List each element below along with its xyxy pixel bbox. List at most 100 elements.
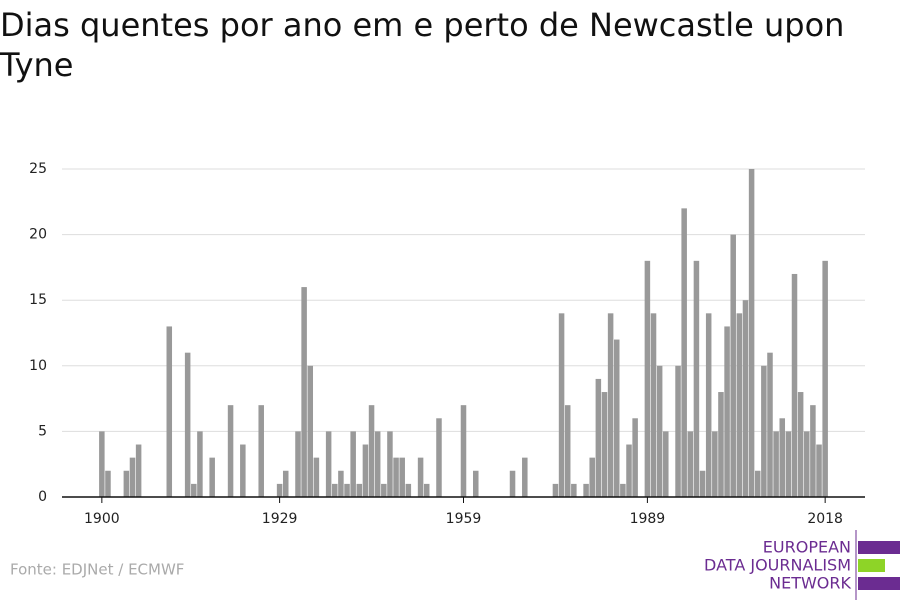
bar: [338, 470, 344, 497]
x-tick-label: 1989: [630, 511, 666, 527]
logo-bar: [858, 559, 885, 572]
bar: [105, 470, 111, 497]
bar: [620, 483, 626, 497]
bar: [307, 365, 314, 497]
bar: [644, 260, 651, 497]
bar: [632, 418, 638, 497]
bar: [681, 208, 687, 498]
bar: [522, 457, 528, 497]
y-tick-label: 5: [38, 423, 47, 439]
bar: [374, 431, 381, 497]
bar: [712, 431, 718, 497]
bar: [436, 418, 442, 497]
bar: [650, 313, 657, 497]
bar: [571, 483, 577, 497]
bar: [240, 444, 246, 497]
bar: [767, 352, 773, 497]
bar: [197, 431, 203, 497]
x-tick-label: 1959: [446, 511, 482, 527]
bar: [601, 392, 608, 497]
y-tick-label: 0: [38, 489, 47, 505]
bar: [699, 470, 706, 497]
bar: [656, 365, 663, 497]
bar: [804, 431, 810, 497]
bar: [282, 470, 289, 497]
bar: [381, 483, 387, 497]
bar: [135, 444, 142, 497]
bar: [332, 483, 338, 497]
bar: [675, 365, 681, 497]
bar: [344, 483, 350, 497]
bar: [742, 300, 749, 497]
bar: [595, 378, 602, 497]
chart-title: Dias quentes por ano em e perto de Newca…: [0, 6, 844, 84]
bar: [295, 431, 301, 497]
bar: [589, 457, 595, 497]
bar: [313, 457, 320, 497]
bar: [564, 405, 571, 497]
bar: [779, 418, 786, 497]
bar: [785, 431, 792, 497]
x-tick-label: 1929: [262, 511, 298, 527]
bar: [736, 313, 743, 497]
bar: [816, 444, 822, 497]
bar: [810, 405, 816, 497]
bar: [607, 313, 614, 497]
bar: [687, 431, 694, 497]
bar: [184, 352, 191, 497]
x-tick-label: 2018: [807, 511, 843, 527]
y-tick-label: 15: [29, 292, 47, 308]
bar: [258, 405, 264, 497]
bar: [325, 431, 332, 497]
bar: [350, 431, 356, 497]
logo-text: DATA JOURNALISM: [704, 556, 851, 575]
bar: [791, 273, 798, 497]
bar: [552, 483, 559, 497]
bar: [99, 431, 105, 497]
x-tick-label: 1900: [84, 511, 120, 527]
bar: [399, 457, 405, 497]
bar: [460, 405, 467, 497]
bar: [509, 470, 516, 497]
bar: [730, 234, 736, 497]
bar: [129, 457, 136, 497]
bar: [718, 392, 724, 497]
bar: [166, 326, 173, 497]
bar: [227, 405, 234, 497]
logo-text: EUROPEAN: [763, 538, 851, 557]
bar: [583, 483, 589, 497]
bar: [123, 470, 130, 497]
bar: [191, 483, 197, 497]
source: Fonte: EDJNet / ECMWF: [10, 561, 184, 579]
bar: [209, 457, 215, 497]
bar: [754, 470, 761, 497]
bar: [368, 405, 375, 497]
bar: [393, 457, 399, 497]
bar: [693, 260, 700, 497]
logo-text: NETWORK: [769, 574, 851, 593]
bar: [473, 470, 479, 497]
bar: [558, 313, 565, 497]
bar: [724, 326, 730, 497]
bar: [417, 457, 424, 497]
y-tick-label: 10: [29, 358, 47, 374]
bar: [797, 392, 804, 497]
bar: [822, 260, 828, 497]
bar: [663, 431, 669, 497]
bar: [276, 483, 283, 497]
bar: [362, 444, 369, 497]
logo-bar: [858, 541, 900, 554]
bar: [423, 483, 430, 497]
bar: [613, 339, 620, 497]
bar: [387, 431, 393, 497]
bar: [626, 444, 632, 497]
bar: [301, 287, 307, 497]
bar: [356, 483, 363, 497]
bar: [748, 169, 755, 497]
bar: [405, 483, 412, 497]
bar: [773, 431, 779, 497]
y-tick-label: 20: [29, 227, 47, 243]
bar: [761, 365, 767, 497]
logo-bar: [858, 577, 900, 590]
